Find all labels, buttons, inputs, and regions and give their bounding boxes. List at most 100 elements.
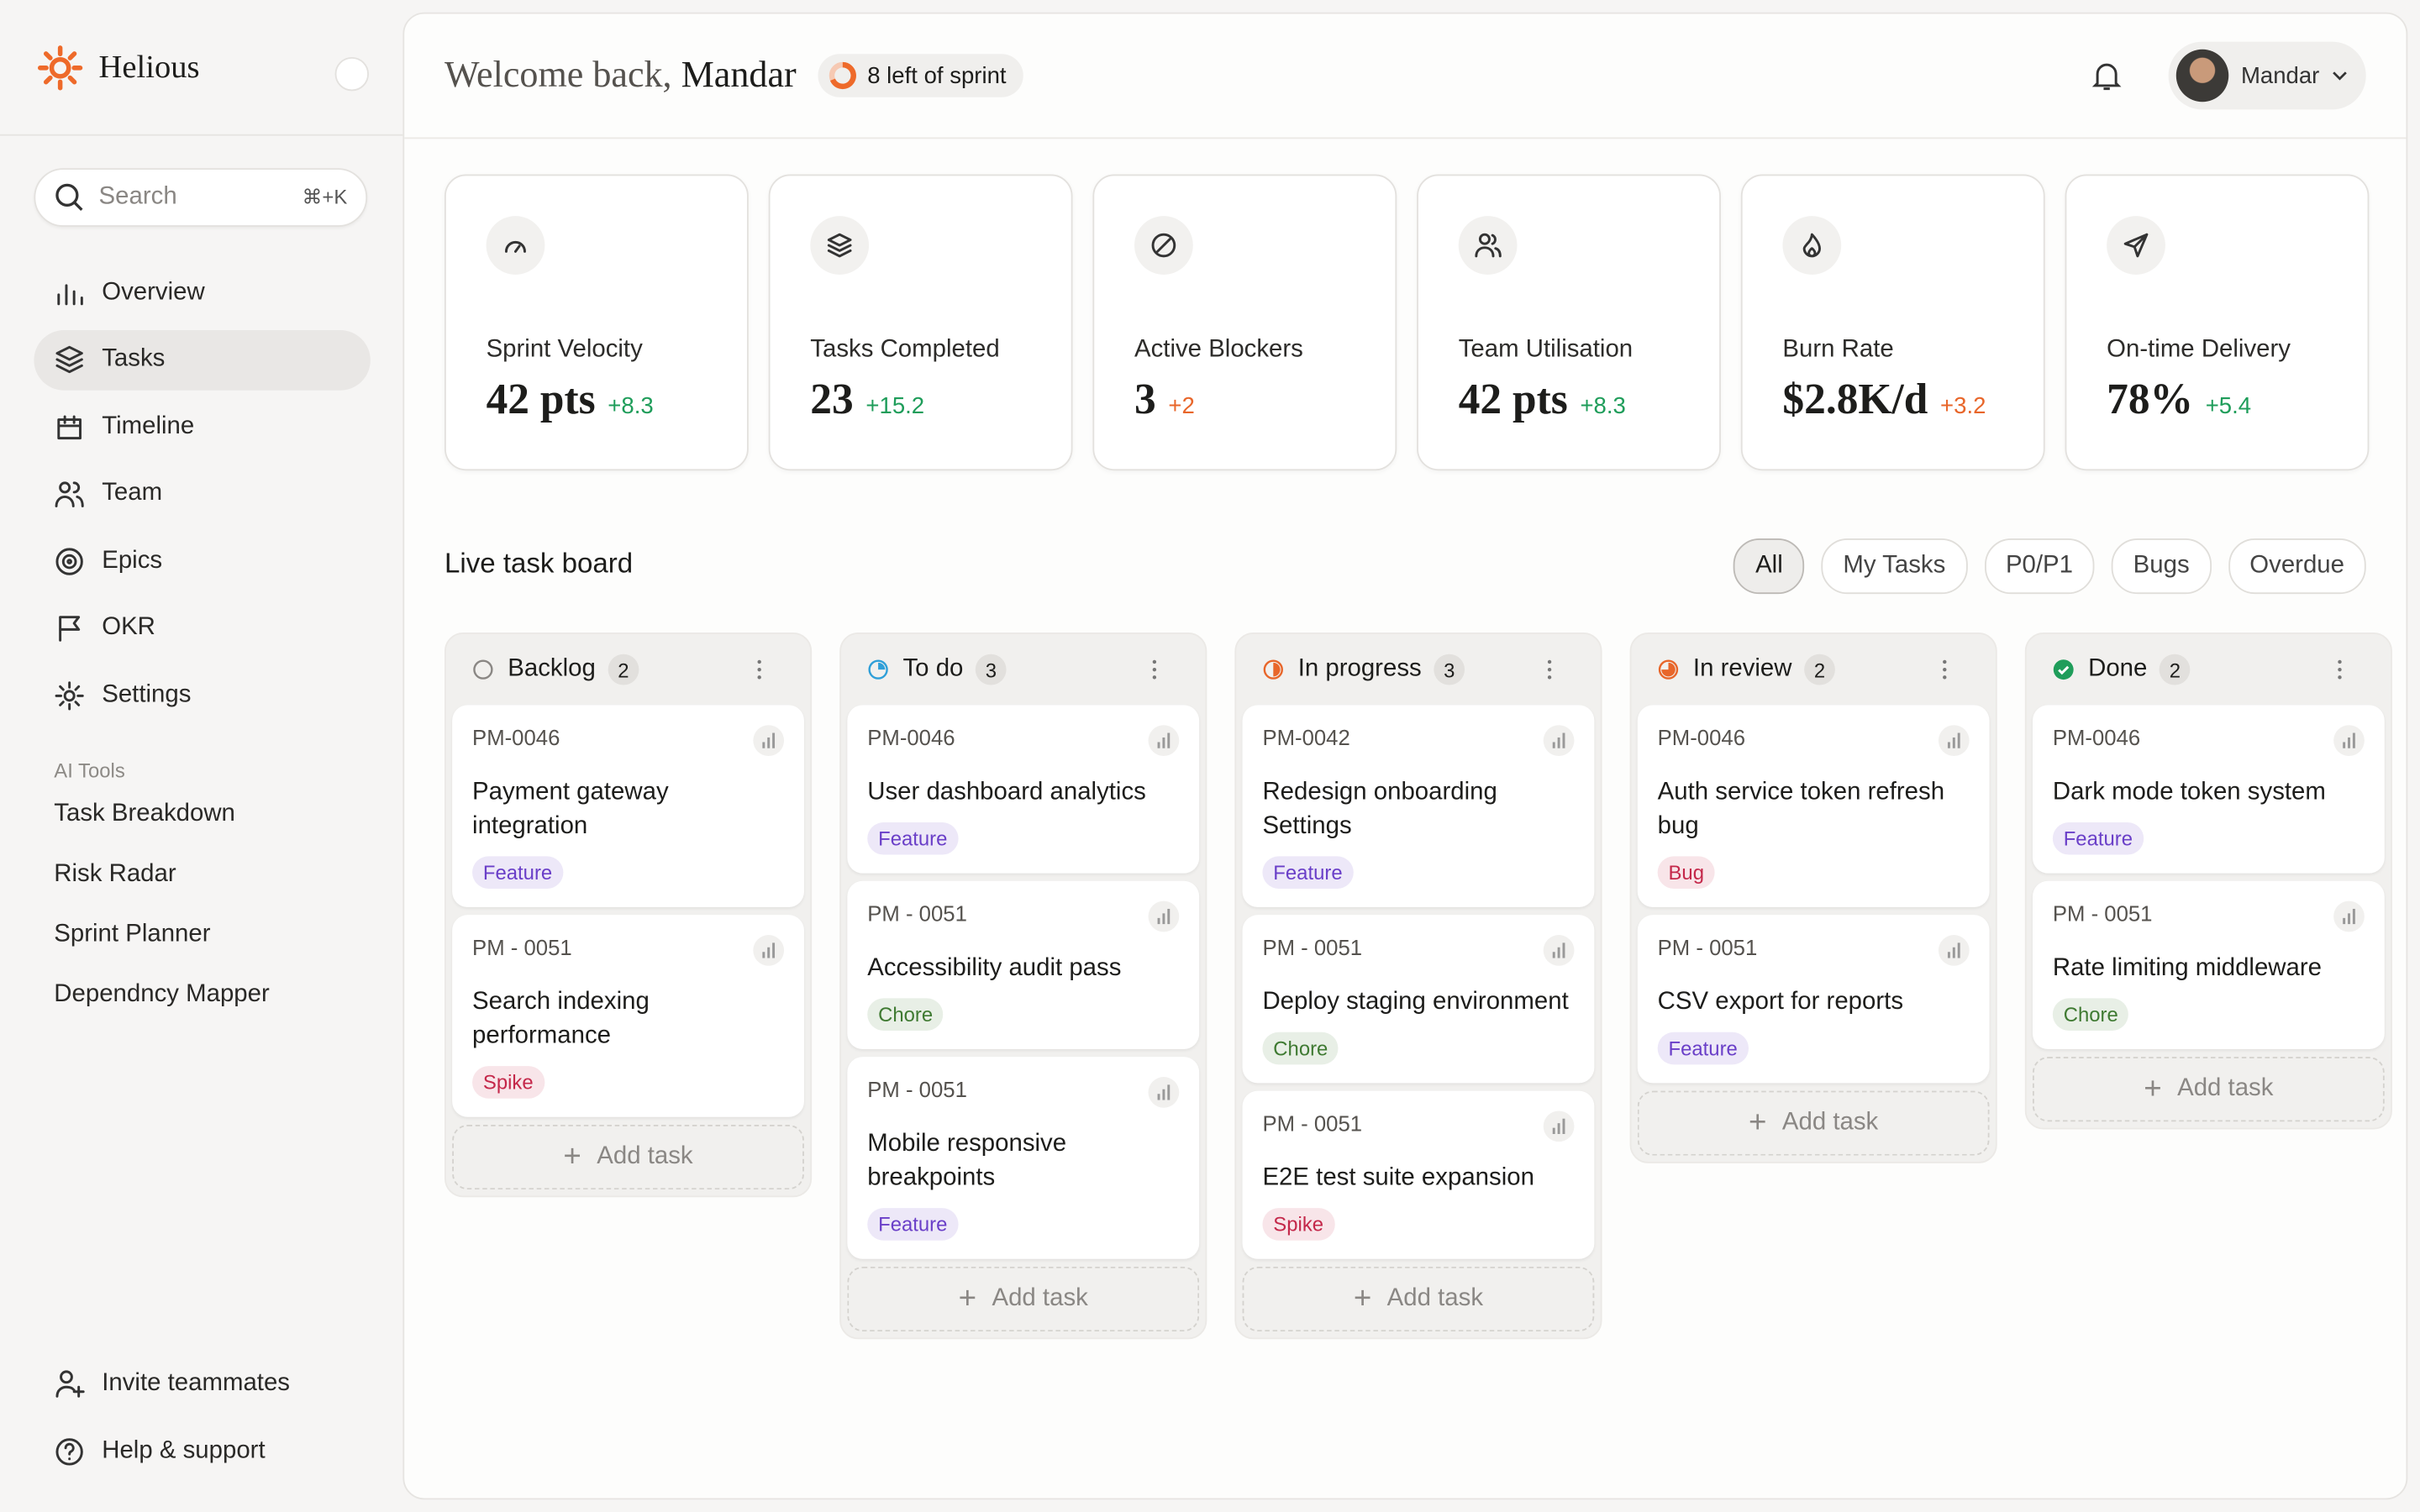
priority bbox=[1148, 1077, 1180, 1108]
ai-tool[interactable]: Dependncy Mapper bbox=[54, 981, 270, 1008]
task-card[interactable]: PM-0042 Redesign onboarding Settings Featu… bbox=[1242, 705, 1595, 908]
task-card[interactable]: PM - 0051 Deploy staging environment Chore bbox=[1242, 915, 1595, 1084]
icon bbox=[55, 1438, 83, 1466]
footer-item[interactable]: Invite teammates bbox=[34, 1350, 370, 1418]
task-title: Auth service token refresh bug bbox=[1657, 779, 1945, 840]
stat-value: 23 bbox=[810, 376, 854, 425]
column-count: 2 bbox=[608, 654, 639, 685]
task-card[interactable]: PM - 0051 Rate limiting middleware Chore bbox=[2032, 880, 2385, 1049]
task-card[interactable]: PM-0046 Dark mode token system Feature bbox=[2032, 705, 2385, 874]
column-menu[interactable] bbox=[1546, 659, 1552, 680]
ai-tool[interactable]: Task Breakdown bbox=[54, 801, 235, 827]
nav-item[interactable]: Epics bbox=[34, 531, 370, 591]
task-card[interactable]: PM - 0051 Mobile responsive breakpoints Fe… bbox=[847, 1057, 1200, 1259]
chevron bbox=[2332, 71, 2347, 81]
footer-item[interactable]: Help & support bbox=[34, 1418, 370, 1486]
add-task[interactable]: + Add task bbox=[1637, 1090, 1990, 1156]
column-menu[interactable] bbox=[1942, 659, 1948, 680]
stat-value-row: 3 +2 bbox=[1134, 376, 1395, 426]
add-task-label: Add task bbox=[992, 1285, 1088, 1312]
column-menu[interactable] bbox=[1151, 659, 1157, 680]
add-task[interactable]: + Add task bbox=[1242, 1266, 1595, 1332]
task-tag: Feature bbox=[867, 822, 959, 855]
priority-bars bbox=[1552, 942, 1565, 958]
search-icon bbox=[55, 183, 83, 211]
filter-chip[interactable]: Bugs bbox=[2111, 538, 2212, 595]
priority-bars bbox=[1552, 1118, 1565, 1135]
stat-icon bbox=[1458, 216, 1518, 275]
header: Welcome back, Mandar 8 left of sprint Ma… bbox=[404, 14, 2407, 139]
task-card[interactable]: PM - 0051 Accessibility audit pass Chore bbox=[847, 880, 1200, 1049]
add-task[interactable]: + Add task bbox=[2032, 1057, 2385, 1122]
stat-delta: +5.4 bbox=[2205, 393, 2252, 420]
task-tag: Feature bbox=[1657, 1032, 1749, 1065]
stat-card: Active Blockers 3 +2 bbox=[1092, 174, 1397, 471]
task-title: Rate limiting middleware bbox=[2052, 954, 2322, 982]
filter-chip[interactable]: All bbox=[1733, 538, 1805, 595]
sprint-text: 8 left of sprint bbox=[867, 62, 1007, 89]
priority bbox=[2333, 900, 2365, 932]
column-menu[interactable] bbox=[756, 659, 762, 680]
nav-item[interactable]: Team bbox=[34, 464, 370, 524]
stat-icon bbox=[1782, 216, 1842, 275]
stats: Sprint Velocity 42 pts +8.3 Tasks Completed… bbox=[444, 174, 2370, 471]
add-task[interactable]: + Add task bbox=[847, 1266, 1200, 1332]
stat-value-row: 78% +5.4 bbox=[2107, 376, 2367, 426]
notifications[interactable] bbox=[2090, 59, 2123, 92]
task-card[interactable]: PM - 0051 CSV export for reports Feature bbox=[1637, 915, 1990, 1084]
status-icon bbox=[868, 659, 888, 680]
filter-chip[interactable]: Overdue bbox=[2228, 538, 2366, 595]
ai-tool[interactable]: Risk Radar bbox=[54, 860, 176, 888]
task-id: PM-0042 bbox=[1262, 725, 1350, 750]
nav-label: Epics bbox=[102, 547, 163, 574]
nav-item[interactable]: Tasks bbox=[34, 329, 371, 390]
stat-delta: +2 bbox=[1168, 393, 1195, 420]
task-card[interactable]: PM-0046 User dashboard analytics Feature bbox=[847, 705, 1200, 874]
column-header: To do 3 bbox=[847, 634, 1199, 705]
stat-value: 42 pts bbox=[486, 376, 596, 425]
icon bbox=[55, 345, 83, 374]
priority-bars bbox=[1947, 732, 1960, 748]
add-task-label: Add task bbox=[597, 1143, 693, 1170]
filter-chip[interactable]: P0/P1 bbox=[1984, 538, 2095, 595]
task-tag: Feature bbox=[867, 1208, 959, 1241]
priority-bars bbox=[762, 732, 776, 748]
task-card[interactable]: PM-0046 Payment gateway integration Featur… bbox=[452, 705, 804, 908]
priority bbox=[1938, 725, 1970, 757]
plus-icon: + bbox=[958, 1281, 977, 1315]
task-card[interactable]: PM - 0051 E2E test suite expansion Spike bbox=[1242, 1090, 1595, 1259]
priority bbox=[753, 725, 785, 757]
welcome: Welcome back, Mandar bbox=[445, 55, 797, 97]
nav-item[interactable]: OKR bbox=[34, 598, 370, 659]
search[interactable]: Search ⌘+K bbox=[34, 168, 368, 228]
column-header: Done 2 bbox=[2033, 634, 2385, 705]
column-menu[interactable] bbox=[2337, 659, 2343, 680]
ai-tool[interactable]: Sprint Planner bbox=[54, 921, 211, 948]
task-id: PM - 0051 bbox=[1262, 935, 1363, 960]
brand[interactable]: Helious bbox=[0, 0, 403, 136]
task-card[interactable]: PM-0046 Auth service token refresh bug Bug bbox=[1637, 705, 1990, 908]
task-card[interactable]: PM - 0051 Search indexing performance Spik… bbox=[452, 915, 804, 1117]
add-task[interactable]: + Add task bbox=[452, 1124, 804, 1190]
task-tag: Bug bbox=[1657, 856, 1715, 889]
icon bbox=[55, 481, 84, 507]
stat-label: Burn Rate bbox=[1782, 336, 1894, 363]
add-task-label: Add task bbox=[1386, 1285, 1484, 1312]
stat-label: Active Blockers bbox=[1134, 336, 1303, 363]
column: In progress 3 PM-0042 Redesign onboarding S… bbox=[1234, 633, 1602, 1340]
filter-chip[interactable]: My Tasks bbox=[1821, 538, 1968, 595]
column-count: 2 bbox=[2160, 654, 2191, 685]
stat-card: Team Utilisation 42 pts +8.3 bbox=[1417, 174, 1721, 471]
account-menu[interactable]: Mandar bbox=[2168, 41, 2366, 110]
icon bbox=[1475, 233, 1502, 258]
filters: All My Tasks P0/P1 Bugs Overdue bbox=[1733, 538, 2366, 595]
nav-item[interactable]: Overview bbox=[34, 262, 370, 323]
workspace-switch[interactable] bbox=[334, 56, 369, 92]
icon bbox=[55, 547, 83, 575]
nav-label: OKR bbox=[102, 614, 155, 641]
nav-item[interactable]: Timeline bbox=[34, 396, 370, 457]
icon bbox=[827, 233, 852, 258]
priority bbox=[1148, 900, 1180, 932]
nav-item[interactable]: Settings bbox=[34, 665, 370, 726]
